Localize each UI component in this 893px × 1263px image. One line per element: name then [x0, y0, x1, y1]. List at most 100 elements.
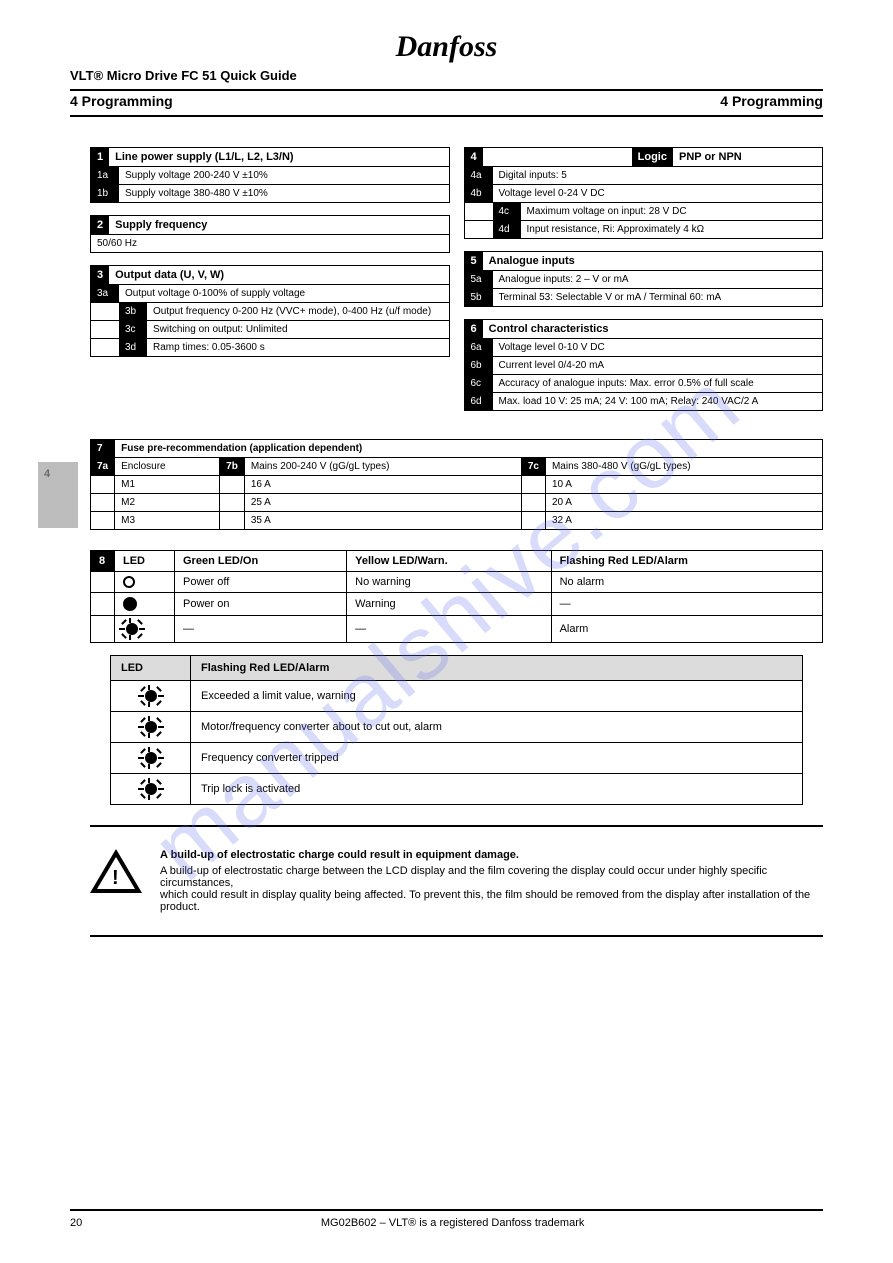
- led-symbol-cell: [115, 593, 175, 616]
- flash-table: LEDFlashing Red LED/AlarmExceeded a limi…: [110, 655, 803, 805]
- side-tab-num: 4: [44, 468, 50, 480]
- flash-text: Motor/frequency converter about to cut o…: [191, 712, 803, 743]
- spec-box-title: Supply frequency: [109, 216, 448, 234]
- spec-row-label: 3c: [119, 321, 147, 338]
- led-head-num: 8: [91, 551, 115, 572]
- spec-box-num: 6: [465, 320, 483, 338]
- fuse-col-header: Mains 380-480 V (gG/gL types): [545, 458, 822, 476]
- fuse-cell: [220, 512, 245, 530]
- led-header: LED: [115, 551, 175, 572]
- led-cell: No warning: [347, 572, 551, 593]
- spec-row: 1bSupply voltage 380-480 V ±10%: [91, 184, 449, 202]
- spec-box-title: Analogue inputs: [483, 252, 822, 270]
- fuse-cell: [521, 494, 545, 512]
- spec-row: 3cSwitching on output: Unlimited: [91, 320, 449, 338]
- fuse-col-header: 7c: [521, 458, 545, 476]
- spec-row-label: 6d: [465, 393, 493, 410]
- spec-row-value: Voltage level 0-10 V DC: [493, 339, 823, 356]
- spec-row-value: 50/60 Hz: [91, 235, 449, 252]
- fuse-cell: 32 A: [545, 512, 822, 530]
- spec-row-label: 3a: [91, 285, 119, 302]
- alarm-line-1: which could result in display quality be…: [160, 889, 823, 913]
- table-row: Motor/frequency converter about to cut o…: [111, 712, 803, 743]
- spec-box-num: 2: [91, 216, 109, 234]
- led-cell: Alarm: [551, 616, 822, 643]
- spec-row-label: 4a: [465, 167, 493, 184]
- fuse-cell: 10 A: [545, 476, 822, 494]
- spec-box: 5Analogue inputs5aAnalogue inputs: 2 – V…: [464, 251, 824, 307]
- spec-row-label: 6a: [465, 339, 493, 356]
- led-flash-icon: [142, 718, 160, 736]
- spec-box-num: 5: [465, 252, 483, 270]
- led-flash-icon: [142, 780, 160, 798]
- led-table: 8LEDGreen LED/OnYellow LED/Warn.Flashing…: [90, 550, 823, 643]
- spec-row: 5bTerminal 53: Selectable V or mA / Term…: [465, 288, 823, 306]
- fuse-cell: 20 A: [545, 494, 822, 512]
- flash-symbol-cell: [111, 774, 191, 805]
- spec-row-label: 6b: [465, 357, 493, 374]
- brand-logo: Danfoss: [396, 30, 498, 63]
- spec-row-value: Output voltage 0-100% of supply voltage: [119, 285, 449, 302]
- led-cell: Power off: [175, 572, 347, 593]
- spec-box-num: 4: [465, 148, 483, 166]
- led-symbol-cell: [115, 572, 175, 593]
- spec-row-value: Maximum voltage on input: 28 V DC: [521, 203, 823, 220]
- flash-header: LED: [111, 656, 191, 681]
- table-row: Power offNo warningNo alarm: [91, 572, 823, 593]
- table-row: Exceeded a limit value, warning: [111, 681, 803, 712]
- led-on-icon: [123, 597, 137, 611]
- footer: 20 MG02B602 – VLT® is a registered Danfo…: [70, 1209, 823, 1229]
- spec-box-num: 1: [91, 148, 109, 166]
- fuse-cell: [91, 476, 115, 494]
- flash-symbol-cell: [111, 712, 191, 743]
- fuse-cell: M2: [115, 494, 220, 512]
- spec-box: 6Control characteristics6aVoltage level …: [464, 319, 824, 411]
- led-cell: —: [347, 616, 551, 643]
- fuse-col-header: Enclosure: [115, 458, 220, 476]
- spec-row: 6cAccuracy of analogue inputs: Max. erro…: [465, 374, 823, 392]
- fuse-cell: [220, 476, 245, 494]
- spec-row: 50/60 Hz: [91, 234, 449, 252]
- spec-box: 2Supply frequency50/60 Hz: [90, 215, 450, 253]
- alarm-line-0: A build-up of electrostatic charge betwe…: [160, 865, 823, 889]
- alarm-block: ! A build-up of electrostatic charge cou…: [90, 849, 823, 937]
- spec-row-value: Supply voltage 380-480 V ±10%: [119, 185, 449, 202]
- spec-row: 4bVoltage level 0-24 V DC: [465, 184, 823, 202]
- spec-row: 6bCurrent level 0/4-20 mA: [465, 356, 823, 374]
- spec-row-label: 3b: [119, 303, 147, 320]
- led-header: Green LED/On: [175, 551, 347, 572]
- spec-row-value: Terminal 53: Selectable V or mA / Termin…: [493, 289, 823, 306]
- led-flash-icon: [142, 687, 160, 705]
- spec-row-label: 1a: [91, 167, 119, 184]
- flash-text: Exceeded a limit value, warning: [191, 681, 803, 712]
- table-row: Frequency converter tripped: [111, 743, 803, 774]
- fuse-table: 7Fuse pre-recommendation (application de…: [90, 439, 823, 530]
- fuse-cell: 35 A: [244, 512, 521, 530]
- spec-box-title: [483, 148, 632, 166]
- spec-row-label: 1b: [91, 185, 119, 202]
- fuse-cell: 25 A: [244, 494, 521, 512]
- spec-box-title: Control characteristics: [483, 320, 822, 338]
- spec-row-label: 6c: [465, 375, 493, 392]
- alarm-heading: A build-up of electrostatic charge could…: [160, 849, 823, 861]
- table-row: M335 A32 A: [91, 512, 823, 530]
- spec-row-value: Analogue inputs: 2 – V or mA: [493, 271, 823, 288]
- spec-row-label: 5b: [465, 289, 493, 306]
- flash-symbol-cell: [111, 681, 191, 712]
- warning-icon: !: [90, 849, 142, 913]
- fuse-col-header: 7b: [220, 458, 245, 476]
- flash-text: Trip lock is activated: [191, 774, 803, 805]
- section-right: 4 Programming: [720, 93, 823, 109]
- spec-row-value: Digital inputs: 5: [493, 167, 823, 184]
- table-row: Trip lock is activated: [111, 774, 803, 805]
- flash-text: Frequency converter tripped: [191, 743, 803, 774]
- spec-columns: 1Line power supply (L1/L, L2, L3/N)1aSup…: [90, 147, 823, 411]
- footer-mid: MG02B602 – VLT® is a registered Danfoss …: [321, 1217, 584, 1229]
- spec-row-value: Ramp times: 0.05-3600 s: [147, 339, 449, 356]
- spec-row-value: Input resistance, Ri: Approximately 4 kΩ: [521, 221, 823, 238]
- fuse-col-header: 7a: [91, 458, 115, 476]
- flash-header: Flashing Red LED/Alarm: [191, 656, 803, 681]
- spec-col-left: 1Line power supply (L1/L, L2, L3/N)1aSup…: [90, 147, 450, 411]
- fuse-cell: [521, 476, 545, 494]
- logo-row: Danfoss: [70, 30, 823, 64]
